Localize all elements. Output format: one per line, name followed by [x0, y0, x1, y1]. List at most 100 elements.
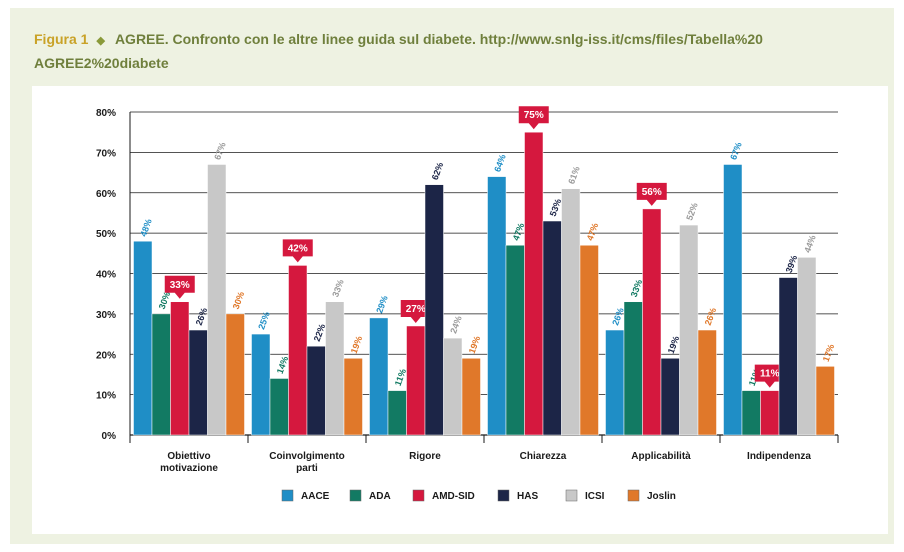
bar — [207, 164, 227, 436]
bar — [343, 358, 363, 436]
value-label: 30% — [231, 290, 247, 310]
value-label: 11% — [760, 369, 780, 380]
bar — [741, 390, 761, 436]
bar — [760, 390, 780, 436]
y-tick-label: 0% — [102, 431, 117, 442]
category-label: Applicabilità — [631, 451, 691, 462]
figure-frame: Figura 1 ◆ AGREE. Confronto con le altre l… — [10, 8, 894, 544]
bar — [723, 164, 743, 436]
value-label: 26% — [610, 306, 626, 326]
value-label: 22% — [312, 323, 328, 343]
y-tick-label: 60% — [96, 189, 116, 200]
value-label: 33% — [170, 280, 190, 291]
bar — [605, 329, 625, 436]
value-callout — [282, 239, 313, 263]
legend-swatch — [349, 489, 362, 502]
figure-caption: Figura 1 ◆ AGREE. Confronto con le altre l… — [34, 28, 874, 74]
value-callout — [518, 106, 549, 130]
legend-label: AACE — [301, 491, 330, 502]
value-label: 67% — [212, 141, 228, 161]
legend-swatch — [565, 489, 578, 502]
bar — [561, 188, 581, 436]
value-label: 19% — [467, 335, 483, 355]
value-label: 48% — [138, 218, 154, 238]
bar-chart: 0% 10% 20% 30% 40% 50% 60% 70% 80% Obiettivomotiv… — [96, 106, 839, 502]
y-tick-label: 80% — [96, 108, 116, 119]
legend-swatch — [627, 489, 640, 502]
value-label: 52% — [684, 201, 700, 221]
value-label: 64% — [492, 153, 508, 173]
value-label: 19% — [349, 335, 365, 355]
y-tick-label: 70% — [96, 148, 116, 159]
bar — [369, 317, 389, 436]
bar — [133, 240, 153, 436]
legend-swatch — [497, 489, 510, 502]
bar — [225, 313, 245, 436]
value-label: 56% — [642, 187, 662, 198]
category-label: Chiarezza — [520, 451, 567, 462]
value-label: 53% — [548, 197, 564, 217]
value-label: 75% — [524, 110, 544, 121]
value-label: 47% — [511, 222, 527, 242]
value-label: 47% — [585, 222, 601, 242]
y-tick-label: 10% — [96, 391, 116, 402]
value-callout — [754, 364, 785, 388]
category-label: parti — [296, 463, 318, 474]
bar — [797, 257, 817, 436]
value-label: 14% — [275, 355, 291, 375]
legend-swatch — [281, 489, 294, 502]
value-label: 61% — [566, 165, 582, 185]
bar — [778, 277, 798, 436]
category-label: Coinvolgimento — [269, 451, 345, 462]
value-label: 26% — [194, 306, 210, 326]
y-tick-label: 50% — [96, 229, 116, 240]
value-label: 11% — [393, 367, 408, 387]
bar — [269, 378, 289, 436]
value-callout — [164, 275, 195, 299]
value-label: 29% — [374, 294, 390, 314]
bar — [697, 329, 717, 436]
legend-label: Joslin — [647, 491, 676, 502]
category-label: Obiettivo — [167, 451, 210, 462]
value-label: 67% — [728, 141, 744, 161]
legend-swatch — [412, 489, 425, 502]
value-label: 39% — [784, 254, 800, 274]
bar — [505, 244, 525, 436]
legend-label: ICSI — [585, 491, 605, 502]
value-label: 26% — [703, 306, 719, 326]
value-label: 27% — [406, 304, 426, 315]
bar — [660, 358, 680, 436]
value-label: 17% — [821, 343, 837, 363]
category-label: Indipendenza — [747, 451, 811, 462]
bar — [325, 301, 345, 436]
bar — [443, 337, 463, 436]
bar — [188, 329, 208, 436]
value-label: 24% — [448, 314, 464, 334]
bar — [542, 220, 562, 436]
bar — [306, 345, 326, 436]
bar — [288, 265, 308, 436]
bar — [487, 176, 507, 436]
legend-label: ADA — [369, 491, 391, 502]
caption-text: AGREE. Confronto con le altre linee guid… — [34, 31, 763, 71]
bar — [524, 131, 544, 436]
value-label: 33% — [330, 278, 346, 298]
category-label: Rigore — [409, 451, 441, 462]
bar — [679, 224, 699, 436]
value-label: 44% — [802, 234, 818, 254]
value-callout — [636, 182, 667, 206]
bar — [579, 244, 599, 436]
bar — [251, 333, 271, 436]
y-tick-label: 40% — [96, 270, 116, 281]
value-label: 33% — [629, 278, 645, 298]
bar — [406, 325, 426, 436]
bar — [461, 358, 481, 436]
bar — [151, 313, 171, 436]
value-label: 30% — [157, 290, 173, 310]
bar — [424, 184, 444, 436]
figure-label: Figura 1 — [34, 31, 89, 47]
legend-label: HAS — [517, 491, 538, 502]
bar — [170, 301, 190, 436]
value-callout — [400, 299, 431, 323]
bar — [387, 390, 407, 436]
